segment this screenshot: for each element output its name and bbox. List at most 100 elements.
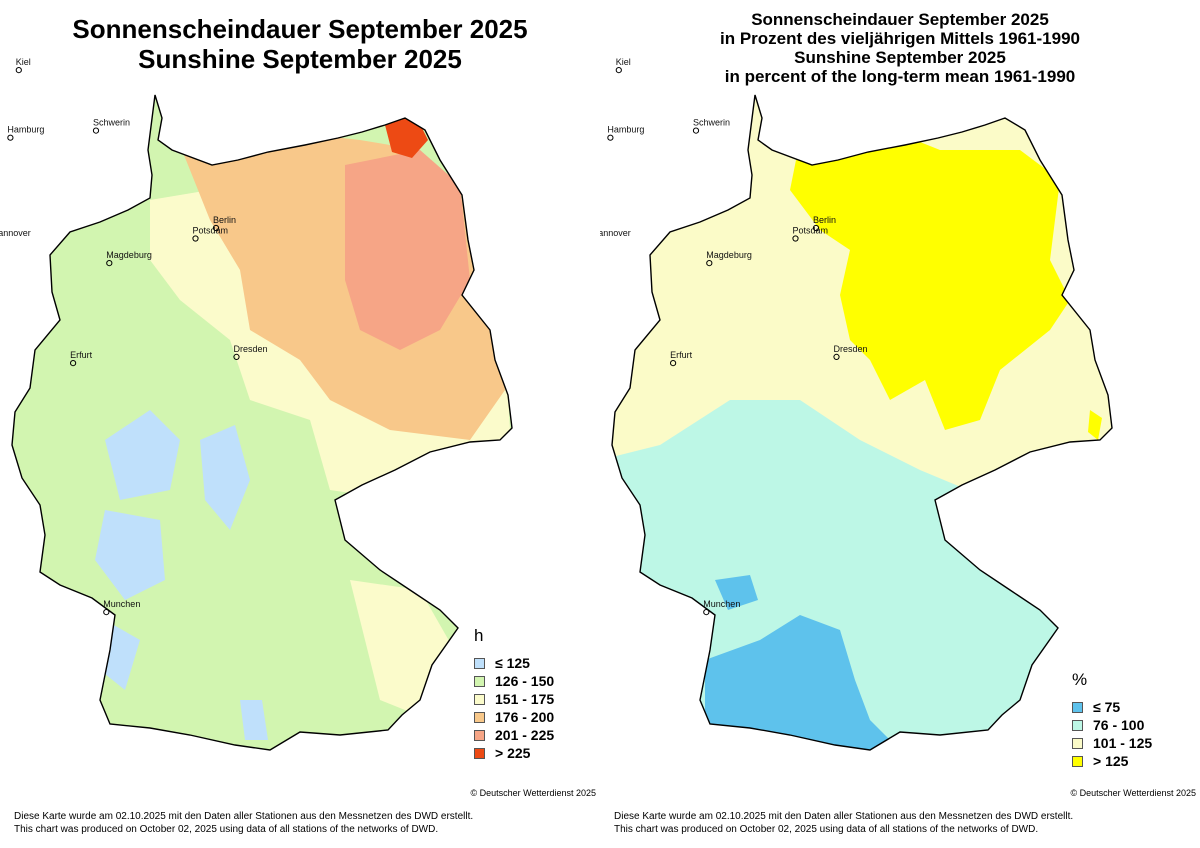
title-line: Sonnenscheindauer September 2025 [72, 14, 528, 44]
copyright: © Deutscher Wetterdienst 2025 [1070, 788, 1196, 798]
city-marker [15, 67, 22, 74]
city-label: Munchen [703, 599, 740, 609]
city-label: Berlin [213, 215, 236, 225]
city-marker [607, 134, 614, 141]
city-marker [703, 609, 710, 616]
title-line: in Prozent des vieljährigen Mittels 1961… [720, 29, 1080, 48]
legend-item: 201 - 225 [474, 726, 554, 744]
legend-item: 126 - 150 [474, 672, 554, 690]
city-marker [70, 360, 77, 367]
city-label: Kiel [16, 57, 31, 67]
city-label: Hannover [600, 228, 631, 238]
city-marker [212, 224, 220, 232]
zone-gt-225 [385, 118, 428, 158]
city-marker [833, 353, 840, 360]
legend-item: ≤ 75 [1072, 698, 1152, 716]
city-label: Potsdam [793, 226, 829, 236]
city-label: Potsdam [193, 226, 229, 236]
zone-le-125 [240, 700, 268, 740]
legend-swatch [1072, 737, 1083, 749]
zone-le-125 [95, 510, 165, 600]
map-title: Sonnenscheindauer September 2025 in Proz… [600, 10, 1200, 86]
footnote-line: This chart was produced on October 02, 2… [14, 824, 439, 835]
footnote: Diese Karte wurde am 02.10.2025 mit den … [14, 810, 473, 836]
footnote-line: Diese Karte wurde am 02.10.2025 mit den … [14, 811, 474, 822]
city-label: Berlin [813, 215, 836, 225]
legend-item: 76 - 100 [1072, 716, 1152, 734]
sunshine-percent-panel: Sonnenscheindauer September 2025 in Proz… [600, 0, 1200, 848]
city-marker [106, 260, 113, 267]
legend-label: > 225 [495, 745, 531, 761]
legend-swatch [474, 729, 485, 741]
city-label: Hamburg [7, 125, 44, 135]
legend-item: 176 - 200 [474, 708, 554, 726]
legend-label: ≤ 75 [1093, 699, 1121, 715]
map-title: Sonnenscheindauer September 2025 Sunshin… [0, 14, 600, 74]
sunshine-hours-panel: Sonnenscheindauer September 2025 Sunshin… [0, 14, 600, 836]
city-markers: KielHamburgSchwerinBremenBerlinHannoverP… [0, 57, 268, 616]
legend-swatch [474, 747, 485, 759]
legend: % ≤ 75 76 - 100 101 - 125 > 125 [1072, 670, 1152, 770]
legend-item: > 225 [474, 744, 554, 762]
city-label: Munchen [103, 599, 140, 609]
zone-gt-125 [1088, 410, 1102, 440]
city-marker [233, 353, 240, 360]
city-marker [103, 609, 110, 616]
legend-swatch [1072, 701, 1083, 713]
legend-swatch [474, 657, 485, 669]
zone-le-125 [105, 410, 180, 500]
title-line: Sonnenscheindauer September 2025 [751, 10, 1049, 29]
city-label: Erfurt [70, 350, 93, 360]
legend-item: 101 - 125 [1072, 734, 1152, 752]
legend-item: ≤ 125 [474, 654, 554, 672]
city-label: Magdeburg [706, 250, 752, 260]
legend: h ≤ 125 126 - 150 151 - 175 176 - 200 20… [474, 626, 554, 762]
title-line: Sunshine September 2025 [138, 44, 462, 74]
legend-label: 126 - 150 [495, 673, 555, 689]
legend-item: > 125 [1072, 752, 1152, 770]
footnote-line: Diese Karte wurde am 02.10.2025 mit den … [614, 811, 1074, 822]
city-marker [615, 67, 622, 74]
city-marker [706, 260, 713, 267]
legend-label: 76 - 100 [1093, 717, 1145, 733]
zone-le-75 [705, 615, 900, 750]
zone-gt-125 [790, 130, 1070, 430]
legend-swatch [474, 711, 485, 723]
city-label: Hannover [0, 228, 31, 238]
legend-swatch [1072, 755, 1083, 767]
copyright: © Deutscher Wetterdienst 2025 [470, 788, 596, 798]
city-marker [812, 224, 820, 232]
footnote: Diese Karte wurde am 02.10.2025 mit den … [614, 810, 1073, 836]
city-label: Erfurt [670, 350, 693, 360]
footnote-line: This chart was produced on October 02, 2… [614, 824, 1039, 835]
city-label: Kiel [616, 57, 631, 67]
legend-label: 101 - 125 [1093, 735, 1153, 751]
legend-swatch [1072, 719, 1083, 731]
city-markers: KielHamburgSchwerinBremenBerlinHannoverP… [600, 57, 868, 616]
zone-le-125 [200, 425, 250, 530]
legend-swatch [474, 693, 485, 705]
zone-201-225 [345, 150, 470, 350]
city-marker [692, 127, 700, 134]
city-marker [192, 235, 199, 242]
legend-swatch [474, 675, 485, 687]
city-label: Schwerin [693, 118, 730, 128]
city-label: Hamburg [607, 125, 644, 135]
zone-le-75 [715, 575, 758, 610]
city-marker [92, 127, 100, 134]
city-label: Dresden [234, 344, 268, 354]
legend-unit: % [1072, 670, 1088, 689]
title-line: in percent of the long-term mean 1961-19… [724, 67, 1076, 86]
legend-label: 176 - 200 [495, 709, 555, 725]
city-label: Magdeburg [106, 250, 152, 260]
legend-label: ≤ 125 [495, 655, 530, 671]
city-marker [670, 360, 677, 367]
legend-label: > 125 [1093, 753, 1129, 769]
legend-item: 151 - 175 [474, 690, 554, 708]
sunshine-percent-map: KielHamburgSchwerinBremenBerlinHannoverP… [600, 57, 1113, 751]
legend-label: 201 - 225 [495, 727, 555, 743]
city-marker [7, 134, 14, 141]
city-marker [792, 235, 799, 242]
legend-label: 151 - 175 [495, 691, 555, 707]
city-label: Dresden [834, 344, 868, 354]
